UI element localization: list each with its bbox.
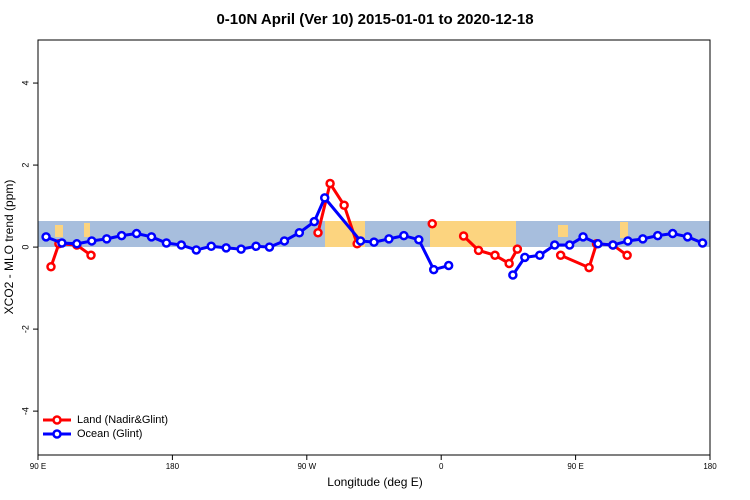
point (236, 244, 246, 254)
point (638, 234, 648, 244)
point (251, 241, 261, 252)
point (131, 228, 142, 239)
point (87, 236, 97, 246)
point (101, 234, 112, 244)
point (206, 241, 216, 252)
point (57, 238, 67, 248)
point (512, 244, 523, 254)
point (564, 240, 575, 250)
point (490, 250, 500, 261)
point (309, 216, 320, 227)
x-tick-label: 180 (703, 462, 717, 471)
x-tick-label: 0 (439, 462, 444, 471)
point (319, 193, 330, 203)
point (622, 250, 632, 261)
point (294, 227, 305, 238)
point (608, 240, 618, 250)
x-tick-label: 180 (166, 462, 180, 471)
point (555, 250, 566, 261)
point (682, 232, 693, 242)
point (191, 245, 202, 255)
point (578, 232, 588, 242)
x-tick-label: 90 E (567, 462, 583, 471)
x-axis-label: Longitude (deg E) (327, 475, 422, 489)
point (535, 250, 545, 261)
point (369, 237, 379, 247)
point (221, 243, 231, 253)
x-tick-label: 90 W (297, 462, 316, 471)
point (584, 262, 594, 273)
point (427, 218, 437, 229)
x-tick-label: 90 E (30, 462, 46, 471)
point (86, 250, 96, 261)
point (72, 239, 82, 249)
point (161, 238, 172, 248)
point (279, 236, 290, 246)
y-tick-label: 2 (20, 163, 30, 168)
point (549, 240, 560, 250)
point (414, 234, 424, 245)
y-tick-label: -4 (20, 407, 30, 415)
point (667, 228, 678, 239)
point (473, 245, 484, 256)
y-tick-label: -2 (20, 325, 30, 333)
point (325, 178, 335, 189)
point (41, 232, 51, 242)
point (46, 262, 56, 272)
legend-marker (52, 415, 62, 425)
legend-marker (52, 429, 62, 439)
point (623, 236, 633, 246)
point (443, 260, 454, 271)
legend-label: Ocean (Glint) (77, 428, 142, 440)
point (593, 239, 603, 249)
y-axis-label: XCO2 - MLO trend (ppm) (2, 180, 16, 315)
point (399, 230, 409, 241)
point (116, 230, 127, 241)
point (176, 240, 187, 250)
point (520, 252, 530, 263)
point (504, 258, 514, 269)
chart-title: 0-10N April (Ver 10) 2015-01-01 to 2020-… (216, 11, 533, 28)
point (313, 227, 323, 238)
legend-label: Land (Nadir&Glint) (77, 414, 168, 426)
y-tick-label: 4 (20, 81, 30, 86)
point (428, 264, 439, 275)
point (146, 232, 157, 242)
point (697, 238, 708, 248)
point (508, 270, 518, 280)
point (339, 200, 349, 211)
point (458, 231, 469, 241)
point (652, 230, 663, 241)
point (355, 236, 366, 246)
y-tick-label: 0 (20, 245, 30, 250)
point (264, 242, 275, 252)
point (384, 234, 394, 244)
